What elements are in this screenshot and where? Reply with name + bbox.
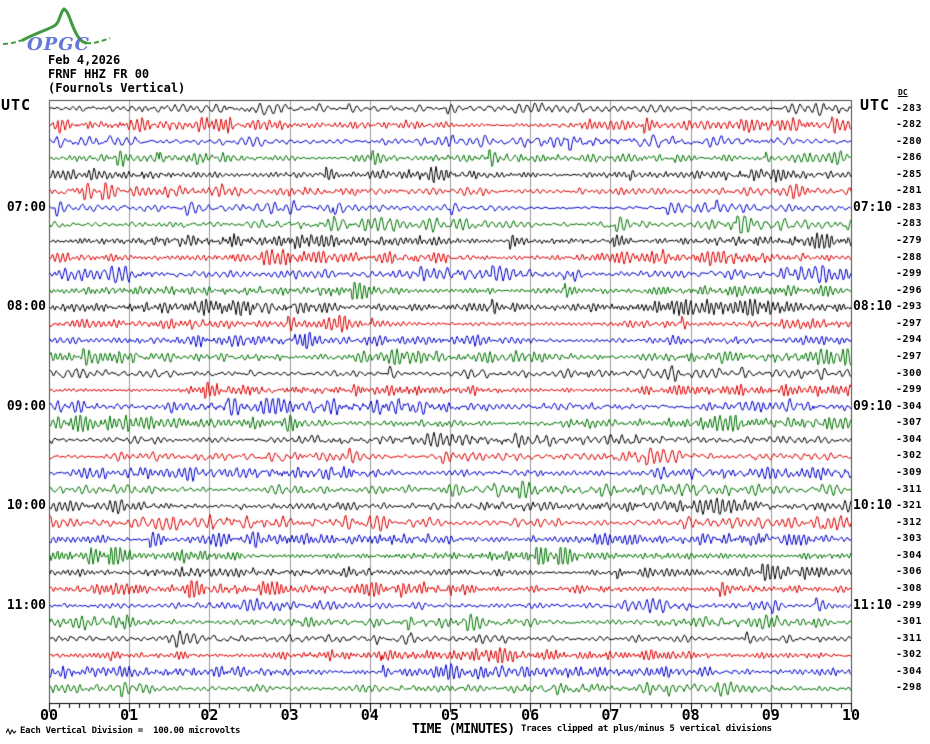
utc-label-right: UTC: [860, 96, 891, 114]
row-dc-value: -293: [896, 301, 923, 313]
tiny-trace-icon: [6, 727, 17, 736]
row-dc-value: -282: [896, 119, 923, 131]
logo-text: OPGC: [27, 34, 90, 54]
row-dc-value: -304: [896, 665, 923, 677]
row-dc-value: -300: [896, 367, 923, 379]
row-dc-value: -309: [896, 467, 923, 479]
row-dc-value: -299: [896, 384, 923, 396]
row-time-label-left: 11:00: [6, 597, 46, 613]
x-axis-tick-label: 07: [601, 706, 620, 724]
dc-column-header: DC: [898, 88, 908, 97]
row-dc-value: -308: [896, 583, 923, 595]
row-time-label-right: 08:10: [853, 299, 893, 315]
row-time-label-right: 11:10: [853, 597, 893, 613]
x-axis-tick-label: 06: [521, 706, 540, 724]
row-dc-value: -288: [896, 251, 923, 263]
row-dc-value: -283: [896, 201, 923, 213]
opgc-logo: OPGC: [2, 7, 111, 54]
row-dc-value: -302: [896, 450, 923, 462]
row-dc-value: -294: [896, 334, 923, 346]
row-dc-value: -285: [896, 168, 923, 180]
x-axis-tick-label: 01: [120, 706, 139, 724]
row-dc-value: -299: [896, 599, 923, 611]
x-axis-tick-label: 03: [280, 706, 299, 724]
row-dc-value: -298: [896, 682, 923, 694]
x-axis-title: TIME (MINUTES): [412, 722, 515, 737]
row-dc-value: -297: [896, 351, 923, 363]
row-dc-value: -296: [896, 284, 923, 296]
logo-dash-right: [85, 37, 111, 45]
row-time-label-left: 07:00: [6, 199, 46, 215]
row-dc-value: -302: [896, 649, 923, 661]
row-dc-value: -304: [896, 549, 923, 561]
row-dc-value: -304: [896, 400, 923, 412]
utc-label-left: UTC: [1, 96, 32, 114]
row-dc-value: -312: [896, 516, 923, 528]
row-time-label-left: 10:00: [6, 498, 46, 514]
row-dc-value: -297: [896, 317, 923, 329]
row-dc-value: -283: [896, 102, 923, 114]
row-dc-value: -306: [896, 566, 923, 578]
row-dc-value: -311: [896, 632, 923, 644]
row-dc-value: -283: [896, 218, 923, 230]
header-description: (Fournols Vertical): [48, 81, 186, 95]
clip-note: Traces clipped at plus/minus 5 vertical …: [521, 724, 772, 734]
x-axis-tick-label: 04: [360, 706, 379, 724]
row-time-label-left: 09:00: [6, 398, 46, 414]
header-station: FRNF HHZ FR 00: [48, 67, 150, 81]
x-axis-tick-label: 10: [841, 706, 861, 724]
x-axis-tick-label: 05: [440, 706, 460, 724]
x-axis-tick-label: 09: [761, 706, 780, 724]
scale-note: Each Vertical Division = 100.00 microvol…: [20, 726, 241, 736]
row-dc-value: -307: [896, 417, 923, 429]
row-dc-value: -299: [896, 268, 923, 280]
logo-dash-left: [2, 39, 24, 45]
header-date: Feb 4,2026: [48, 53, 121, 67]
row-time-label-left: 08:00: [6, 299, 46, 315]
row-dc-value: -311: [896, 483, 923, 495]
row-time-label-right: 10:10: [853, 498, 893, 514]
x-axis-tick-label: 00: [39, 706, 59, 724]
row-dc-value: -279: [896, 235, 923, 247]
row-dc-value: -321: [896, 500, 923, 512]
row-dc-value: -281: [896, 185, 923, 197]
x-axis-tick-label: 02: [200, 706, 219, 724]
row-dc-value: -303: [896, 533, 923, 545]
row-dc-value: -301: [896, 616, 923, 628]
row-dc-value: -286: [896, 152, 923, 164]
row-time-label-right: 07:10: [853, 199, 893, 215]
logo-mountain: [21, 7, 88, 45]
x-axis-tick-label: 08: [681, 706, 700, 724]
row-dc-value: -280: [896, 135, 923, 147]
row-dc-value: -304: [896, 433, 923, 445]
row-time-label-right: 09:10: [853, 398, 893, 414]
